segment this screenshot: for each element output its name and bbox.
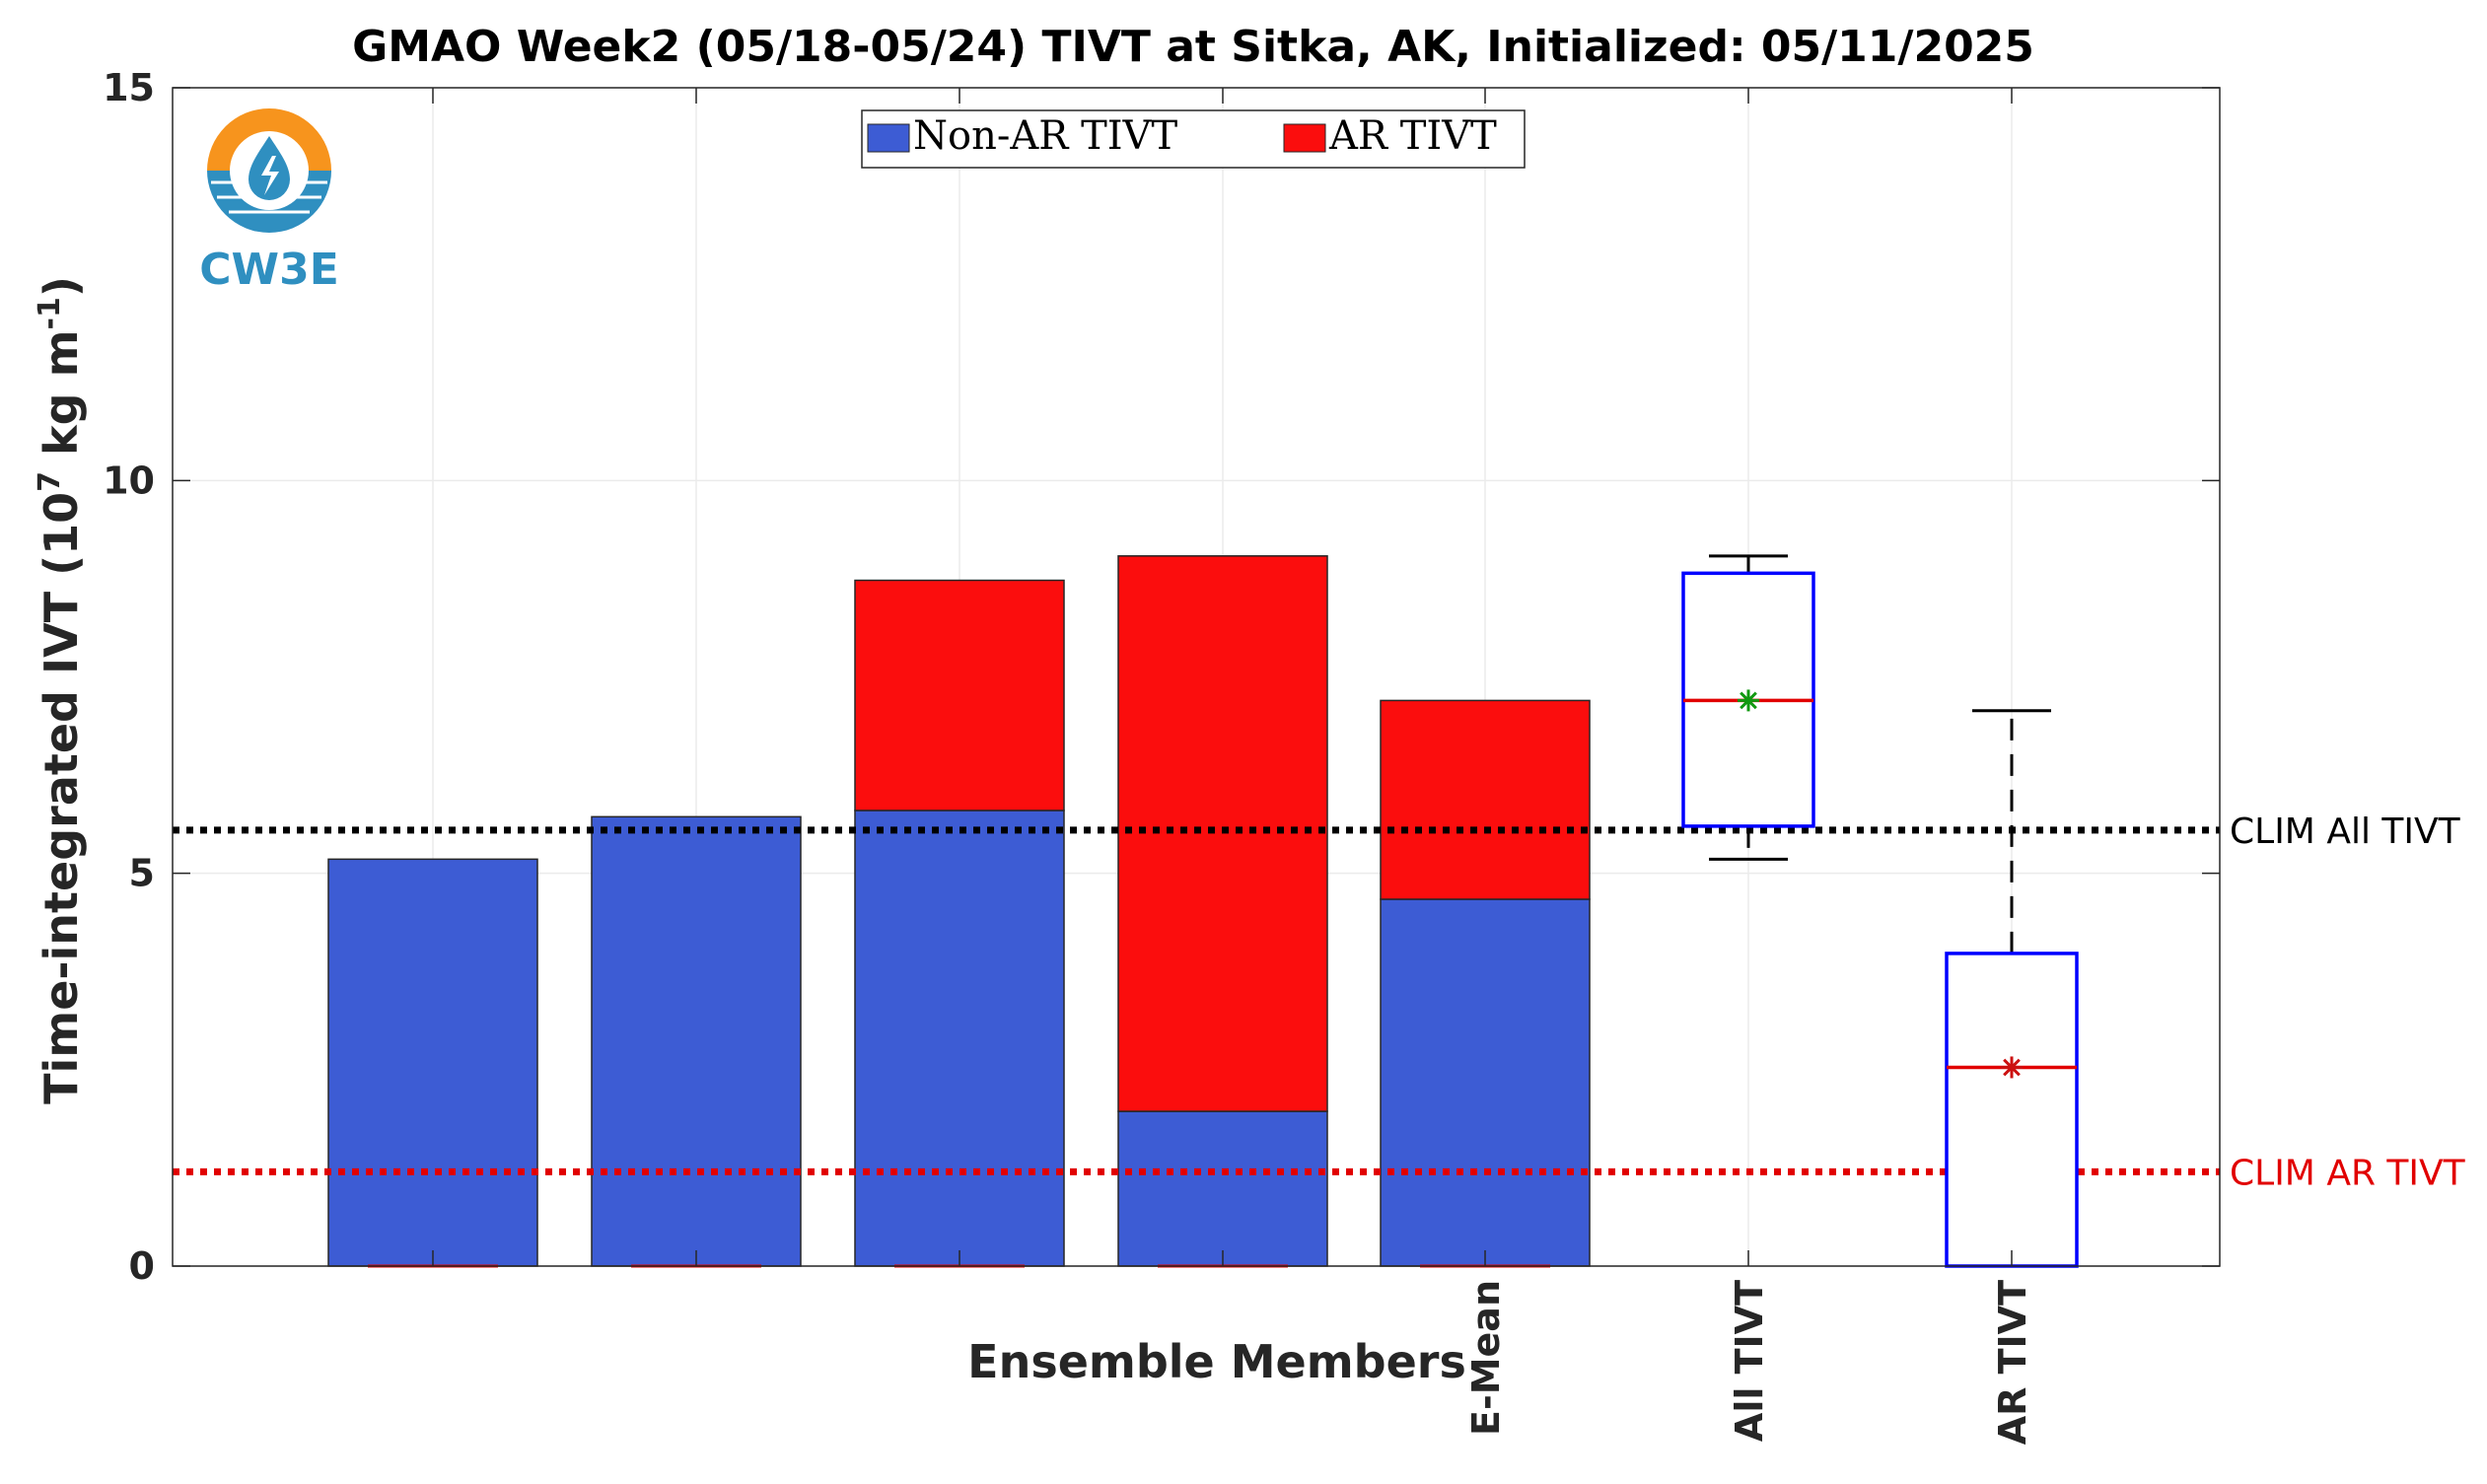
chart-title: GMAO Week2 (05/18-05/24) TIVT at Sitka, … [352,22,2034,72]
bar-non-ar [854,810,1065,1267]
bar-non-ar [327,858,538,1267]
legend: Non-AR TIVT AR TIVT [861,109,1526,169]
reference-line-label: CLIM AR TIVT [2230,1153,2466,1193]
box [1945,952,2079,1268]
legend-label-non-ar: Non-AR TIVT [913,113,1177,159]
mean-marker [1740,691,1757,710]
bar-non-ar [1117,1110,1328,1267]
legend-label-ar: AR TIVT [1328,113,1497,159]
axes: 0 5 10 15 E-Mean All TIVT AR TIVT [103,66,2221,1445]
y-tick-label: 0 [129,1244,155,1288]
bar-non-ar [1380,898,1591,1267]
bars [327,555,1591,1268]
x-tick-label: All TIVT [1728,1280,1771,1442]
legend-swatch-ar [1283,123,1326,153]
boxplots [1681,554,2079,1268]
mean-marker [2003,1058,2021,1077]
reference-line-label: CLIM All TIVT [2230,812,2461,852]
boxplot [1681,554,1815,861]
plot-frame [172,87,2221,1267]
y-tick-label: 5 [129,852,155,895]
y-tick-label: 10 [103,459,155,502]
y-tick-label: 15 [103,66,155,109]
bar-ar [1117,555,1328,1112]
bar-non-ar [591,815,802,1267]
y-axis-label: Time-integrated IVT (107 kg m-1) [33,276,88,1104]
legend-box [861,109,1526,169]
x-tick-label: AR TIVT [1991,1280,2034,1445]
x-tick-label: E-Mean [1464,1280,1508,1436]
legend-swatch-non-ar [867,123,910,153]
lightning-icon [261,156,279,195]
cw3e-logo: CW3E [199,108,339,295]
logo-text: CW3E [199,245,339,295]
boxplot [1945,709,2079,1268]
bar-ar [1380,699,1591,900]
reference-lines: CLIM All TIVT CLIM AR TIVT [173,812,2466,1193]
bar-ar [854,579,1065,812]
x-axis-label: Ensemble Members [967,1335,1466,1388]
